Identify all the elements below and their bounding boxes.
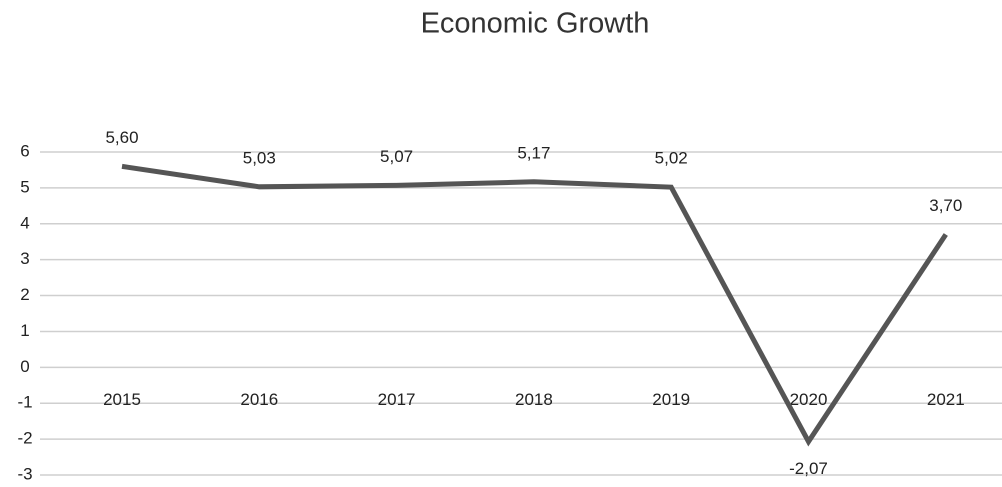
- x-tick-label: 2020: [790, 390, 828, 409]
- y-tick-label: -2: [17, 429, 32, 448]
- y-tick-label: 6: [20, 141, 29, 160]
- y-tick-label: 0: [20, 357, 29, 376]
- x-tick-label: 2021: [927, 390, 965, 409]
- data-line: [121, 163, 948, 447]
- x-tick-label: 2016: [240, 390, 278, 409]
- x-tick-label: 2017: [378, 390, 416, 409]
- data-label: 5,17: [517, 143, 550, 162]
- y-tick-label: 1: [20, 321, 29, 340]
- y-tick-label: 3: [20, 249, 29, 268]
- y-tick-label: 5: [20, 177, 29, 196]
- chart-title: Economic Growth: [421, 8, 650, 40]
- data-label: 5,07: [380, 147, 413, 166]
- y-tick-label: 2: [20, 285, 29, 304]
- data-label: 5,60: [105, 128, 138, 147]
- y-tick-label: -1: [17, 393, 32, 412]
- x-tick-label: 2019: [652, 390, 690, 409]
- x-tick-label: 2018: [515, 390, 553, 409]
- y-tick-label: 4: [20, 213, 29, 232]
- data-label: 5,02: [655, 149, 688, 168]
- data-label: 5,03: [243, 148, 276, 167]
- data-label: 3,70: [929, 196, 962, 215]
- y-tick-label: -3: [17, 464, 32, 483]
- x-tick-label: 2015: [103, 390, 141, 409]
- data-label: -2,07: [789, 459, 828, 478]
